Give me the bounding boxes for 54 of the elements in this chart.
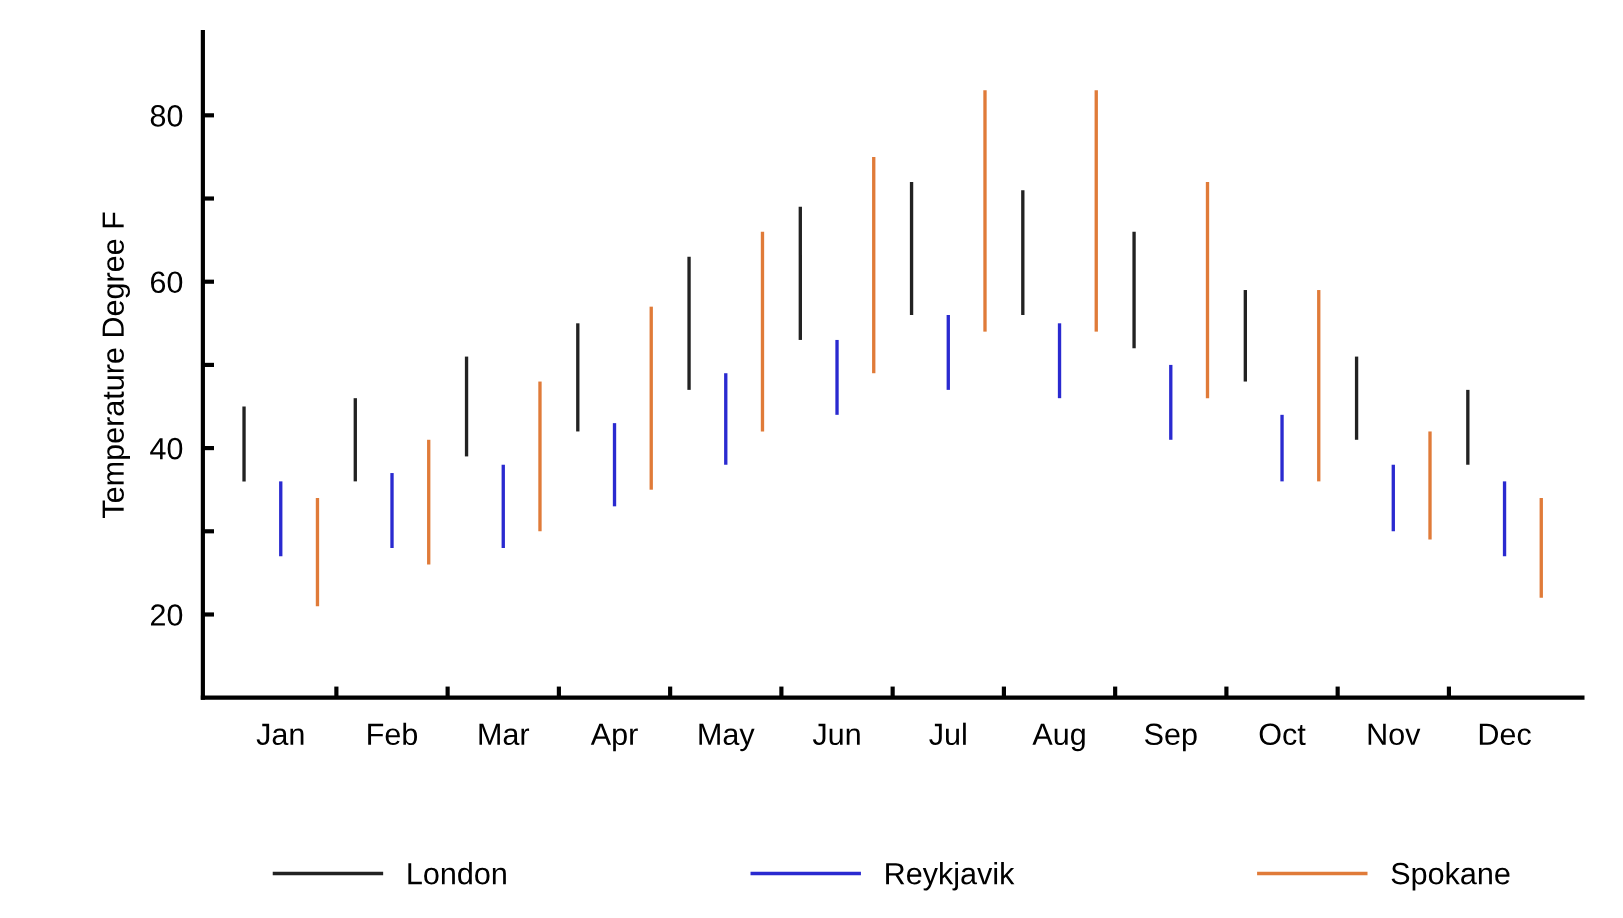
bar bbox=[983, 90, 987, 332]
bar bbox=[1317, 290, 1321, 482]
x-tick-label: Nov bbox=[1368, 723, 1421, 746]
x-tick-label: Jul bbox=[929, 722, 966, 746]
x-tick-label: Aug bbox=[1032, 723, 1085, 752]
bar bbox=[501, 464, 505, 548]
x-tick-label: Jun bbox=[812, 723, 860, 746]
bar bbox=[242, 406, 246, 482]
bar bbox=[1539, 498, 1543, 598]
bar bbox=[760, 231, 765, 432]
x-tick-label: May bbox=[699, 723, 755, 752]
bar bbox=[538, 381, 542, 532]
bar bbox=[1057, 323, 1062, 399]
bar bbox=[390, 473, 394, 548]
bar bbox=[315, 498, 320, 607]
x-tick-label: Sep bbox=[1144, 723, 1197, 752]
bar bbox=[724, 373, 728, 465]
bar bbox=[427, 439, 431, 565]
bar bbox=[1466, 389, 1470, 465]
x-tick-label: Jan bbox=[256, 723, 304, 746]
bar bbox=[1428, 431, 1432, 540]
bar bbox=[353, 398, 357, 482]
legend-label: Spokane bbox=[1391, 862, 1510, 891]
legend-label: Reykjavik bbox=[886, 862, 1015, 891]
x-tick-label: Feb bbox=[368, 722, 418, 746]
bar bbox=[1205, 181, 1210, 399]
bar bbox=[1280, 414, 1284, 482]
bar bbox=[1132, 231, 1136, 349]
bar bbox=[1021, 190, 1025, 315]
bar bbox=[1354, 356, 1359, 440]
y-tick-label: 80 bbox=[150, 105, 183, 127]
y-axis-title: Temperature Degree F bbox=[102, 212, 130, 518]
bar bbox=[576, 323, 580, 432]
bar bbox=[909, 181, 914, 315]
bar bbox=[279, 481, 283, 557]
x-tick-label: Oct bbox=[1259, 723, 1306, 746]
bar bbox=[1502, 481, 1507, 557]
bar bbox=[946, 314, 950, 390]
bar bbox=[1243, 290, 1247, 382]
bar bbox=[872, 156, 876, 374]
bar bbox=[1094, 90, 1098, 332]
bar bbox=[798, 206, 802, 340]
bar bbox=[612, 423, 617, 507]
x-tick-label: Apr bbox=[590, 723, 638, 752]
bar bbox=[835, 339, 839, 415]
y-tick-label: 20 bbox=[150, 604, 183, 626]
bar bbox=[687, 256, 691, 390]
x-tick-label: Dec bbox=[1479, 723, 1531, 746]
y-tick-label: 60 bbox=[151, 271, 183, 294]
bar bbox=[1169, 364, 1173, 440]
bar bbox=[649, 306, 653, 490]
x-tick-label: Mar bbox=[479, 723, 530, 746]
legend-label: London bbox=[408, 862, 506, 885]
y-tick-label: 40 bbox=[150, 437, 183, 460]
